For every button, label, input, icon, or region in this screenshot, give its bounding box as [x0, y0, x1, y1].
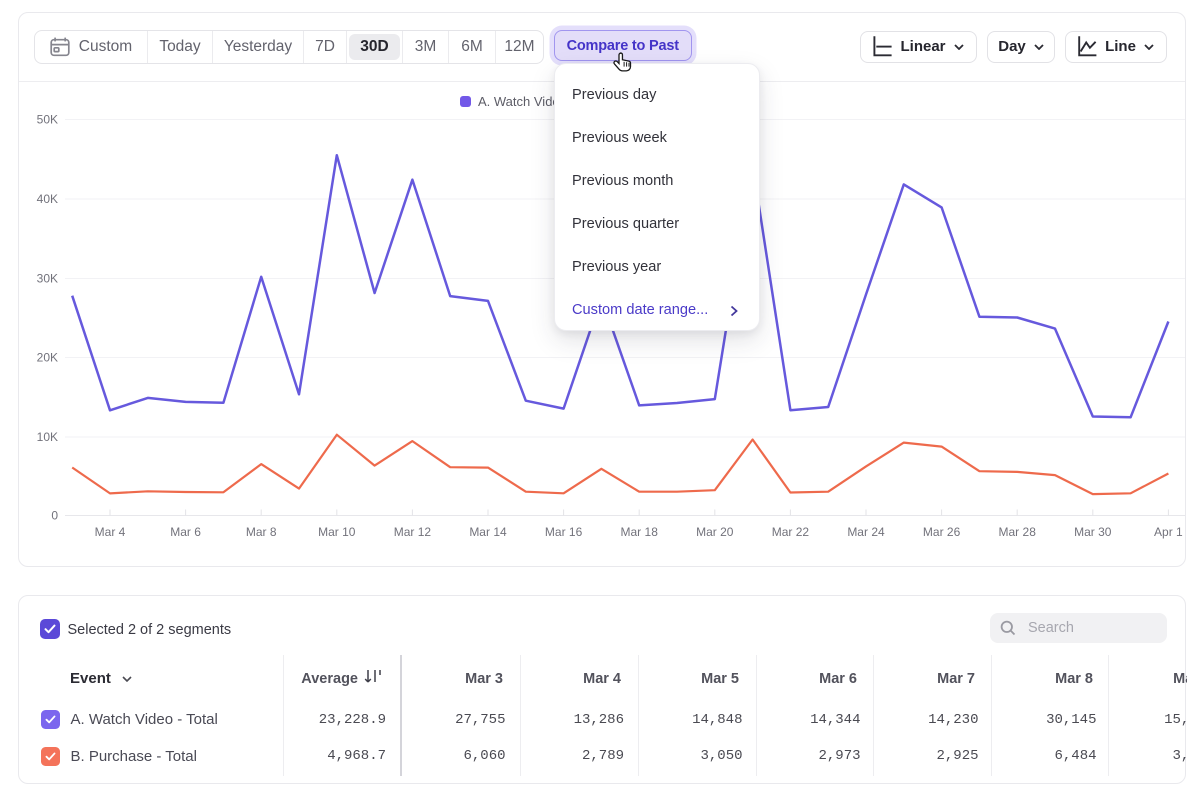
- svg-text:Mar 12: Mar 12: [394, 525, 432, 539]
- svg-text:Mar 14: Mar 14: [469, 525, 507, 539]
- svg-text:Mar 10: Mar 10: [318, 525, 356, 539]
- svg-text:Mar 16: Mar 16: [545, 525, 583, 539]
- svg-text:Apr 1: Apr 1: [1154, 525, 1183, 539]
- svg-text:Mar 30: Mar 30: [1074, 525, 1112, 539]
- svg-text:Mar 24: Mar 24: [847, 525, 885, 539]
- svg-text:50K: 50K: [37, 113, 58, 127]
- svg-text:20K: 20K: [37, 351, 58, 365]
- svg-text:40K: 40K: [37, 192, 58, 206]
- svg-text:10K: 10K: [37, 430, 58, 444]
- svg-text:Mar 4: Mar 4: [95, 525, 126, 539]
- svg-text:Mar 26: Mar 26: [923, 525, 961, 539]
- svg-text:30K: 30K: [37, 272, 58, 286]
- svg-text:Mar 8: Mar 8: [246, 525, 277, 539]
- svg-text:Mar 20: Mar 20: [696, 525, 734, 539]
- svg-text:0: 0: [51, 509, 58, 523]
- svg-text:Mar 22: Mar 22: [772, 525, 810, 539]
- svg-text:Mar 18: Mar 18: [621, 525, 659, 539]
- svg-text:Mar 28: Mar 28: [999, 525, 1037, 539]
- svg-text:Mar 6: Mar 6: [170, 525, 201, 539]
